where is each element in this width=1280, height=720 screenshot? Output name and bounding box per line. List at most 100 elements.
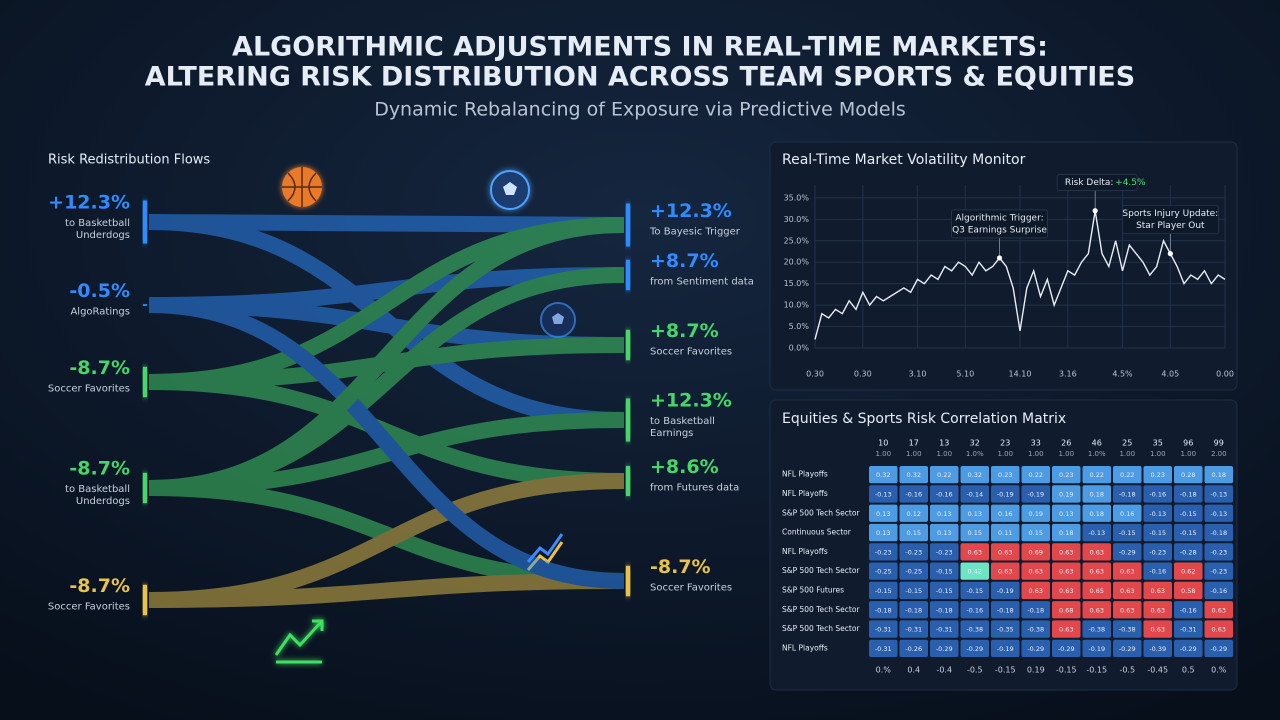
cell [930,562,959,580]
cell [1113,562,1142,580]
cell [991,466,1020,484]
cell [1174,639,1203,657]
cell [1204,466,1233,484]
cell [1052,562,1081,580]
node-label: to Basketball [65,484,130,495]
cell [899,466,928,484]
cell [899,504,928,522]
cell [930,504,959,522]
cell-label: -0.28 [1180,548,1197,556]
cell-label: 0.19 [1059,490,1073,498]
cell-label: 0.63 [1212,606,1226,614]
column-label: 17 [909,439,919,448]
cell-label: -0.31 [875,626,892,634]
cell-label: -0.29 [1210,645,1227,653]
node-label: Underdogs [76,496,130,507]
cell-label: 0.22 [937,471,951,479]
volatility-line [814,210,1226,340]
cell-label: 0.63 [1029,568,1043,576]
cell [930,543,959,561]
row-label: NFL Playoffs [782,489,828,498]
column-footer: -0.45 [1147,666,1168,675]
cell [869,581,898,600]
node-value: +8.7% [650,320,719,342]
node-value: +8.6% [650,456,719,478]
cell-label: 0.12 [907,510,921,518]
cell [1021,504,1050,522]
cell [1174,523,1203,542]
cell-label: -0.31 [1180,626,1197,634]
column-label: 26 [1061,439,1071,448]
node-label: To Bayesic Trigger [649,227,741,238]
cell [960,581,989,600]
cell [899,639,928,657]
annotation-box [1122,205,1219,234]
cell [1021,543,1050,561]
cell [991,543,1020,561]
cell-label: 0.15 [968,529,982,537]
cell [1113,639,1142,657]
annotation-point [1092,208,1098,214]
node [626,259,630,291]
cell [960,562,989,580]
cell-label: 0.63 [1059,568,1073,576]
column-label: 23 [1000,439,1010,448]
cell [1204,523,1233,542]
cell-label: -0.18 [875,606,892,614]
cell-label: 0.63 [1059,587,1073,595]
cell [991,523,1020,542]
cell [1143,485,1172,503]
node-label: Soccer Favorites [650,347,732,358]
cell-label: 0.63 [1120,606,1134,614]
node [143,304,147,306]
cell-label: 0.63 [1151,626,1165,634]
cell [1204,639,1233,657]
node-value: -0.5% [69,280,130,302]
cell [1052,620,1081,638]
column-sub: 1.00 [1119,450,1135,458]
cell [899,523,928,542]
cell-label: -0.13 [1210,490,1227,498]
node [626,329,630,361]
cell [1174,562,1203,580]
cell [1174,620,1203,638]
y-tick-label: 25.0% [784,236,810,245]
cell-label: -0.31 [875,645,892,653]
title-line: ALGORITHMIC ADJUSTMENTS IN REAL-TIME MAR… [232,32,1048,63]
cell-label: 0.63 [1151,606,1165,614]
cell [1021,601,1050,619]
column-footer: -0.15 [1056,666,1077,675]
column-footer: -0.5 [967,666,983,675]
node-label: Soccer Favorites [48,384,130,395]
cell-label: 0.63 [1120,587,1134,595]
x-tick-label: 0.30 [854,370,872,379]
cell [1021,485,1050,503]
x-tick-label: 0.30 [806,370,824,379]
cell [1021,639,1050,657]
x-tick-label: 14.10 [1009,370,1032,379]
annotation-highlight: +4.5% [1115,178,1146,188]
cell [899,620,928,638]
column-sub: 1.00 [936,450,952,458]
cell-label: 0.23 [1151,471,1165,479]
cell-label: -0.29 [936,645,953,653]
cell-label: -0.16 [936,490,953,498]
cell [869,639,898,657]
y-tick-label: 30.0% [784,215,810,224]
panel-title: Risk Redistribution Flows [48,153,210,168]
cell-label: -0.18 [936,606,953,614]
y-tick-label: 0.0% [789,344,810,353]
row-label: S&P 500 Futures [782,585,844,594]
cell [1143,543,1172,561]
cell-label: 0.18 [1090,510,1104,518]
cell-label: -0.16 [966,606,983,614]
cell [1143,466,1172,484]
node [143,366,147,398]
node-value: +12.3% [650,390,732,412]
cell-label: -0.38 [1027,626,1044,634]
cell-label: 0.63 [1029,587,1043,595]
cell-label: 0.63 [968,548,982,556]
cell [960,485,989,503]
cell-label: -0.23 [936,548,953,556]
column-footer: -0.15 [1086,666,1107,675]
